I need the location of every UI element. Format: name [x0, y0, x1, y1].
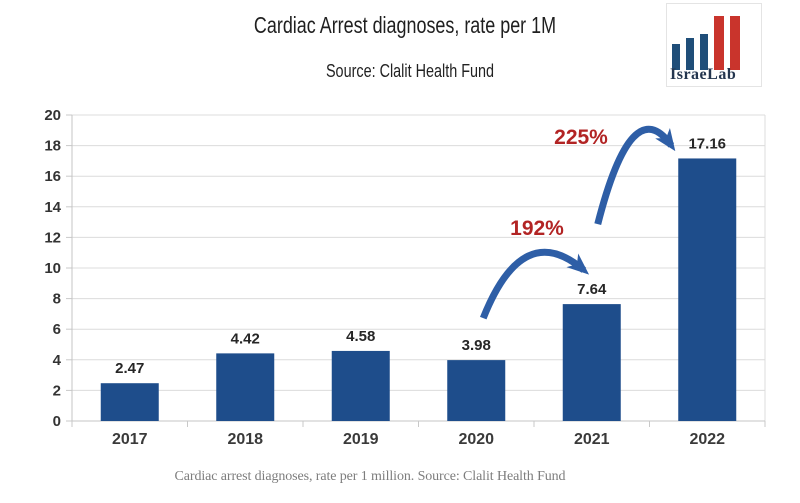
bar-value-label: 7.64	[577, 281, 607, 298]
chart-subtitle: Source: Clalit Health Fund	[325, 61, 495, 81]
growth-arrow-2020-to-2021	[479, 248, 590, 320]
y-tick-label: 12	[44, 229, 61, 246]
x-tick-label: 2018	[227, 431, 263, 448]
bar-2020	[447, 360, 506, 421]
logo-bar	[672, 44, 680, 70]
logo-bars-icon	[672, 16, 740, 70]
y-tick-label: 18	[44, 138, 61, 155]
bar-value-label: 2.47	[115, 360, 144, 377]
y-tick-label: 4	[53, 352, 62, 369]
bar-2018	[216, 353, 275, 421]
x-tick-label: 2021	[574, 431, 610, 448]
chart-title: Cardiac Arrest diagnoses, rate per 1M	[253, 12, 557, 38]
chart-caption: Cardiac arrest diagnoses, rate per 1 mil…	[174, 469, 566, 484]
logo-bar	[714, 16, 724, 70]
bar-value-label: 3.98	[462, 337, 491, 354]
growth-annotation-label: 192%	[510, 217, 564, 240]
x-tick-label: 2020	[458, 431, 494, 448]
y-tick-label: 8	[53, 291, 61, 308]
logo-bar	[700, 34, 708, 70]
bar-2019	[331, 350, 390, 421]
bar-value-label: 4.42	[231, 330, 260, 347]
y-tick-label: 16	[44, 168, 61, 185]
israelab-logo: IsraeLab	[666, 3, 762, 87]
logo-bar	[730, 16, 740, 70]
y-tick-label: 20	[44, 107, 61, 124]
growth-arrow-2021-to-2022	[594, 125, 676, 225]
y-tick-label: 2	[53, 382, 61, 399]
x-tick-label: 2022	[689, 431, 725, 448]
bar-value-label: 17.16	[688, 135, 726, 152]
bar-value-label: 4.58	[346, 328, 375, 345]
y-tick-label: 10	[44, 260, 61, 277]
x-tick-label: 2019	[343, 431, 379, 448]
bar-2022	[678, 158, 737, 421]
logo-text: IsraeLab	[670, 66, 737, 83]
bar-2017	[100, 383, 159, 421]
x-tick-label: 2017	[112, 431, 148, 448]
bar-2021	[562, 304, 621, 421]
y-tick-label: 0	[53, 413, 61, 430]
logo-bar	[686, 38, 694, 70]
y-tick-label: 6	[53, 321, 61, 338]
bar-chart: 0 2 4 6 8 10 12 14 16 18 20 2.47 2017 4.42 2018 4.58 201…	[44, 107, 766, 448]
y-tick-label: 14	[44, 199, 61, 216]
growth-annotation-label: 225%	[554, 126, 608, 149]
